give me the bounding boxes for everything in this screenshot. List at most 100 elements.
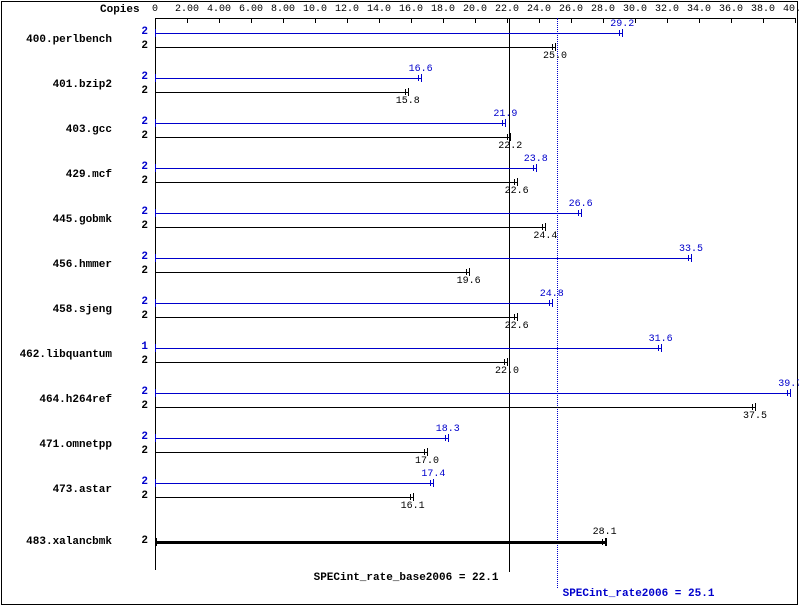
peak-bar (155, 258, 691, 259)
peak-value: 26.6 (569, 199, 593, 210)
tick-mark (731, 18, 732, 23)
base-bar (155, 541, 605, 544)
peak-bar (155, 33, 622, 34)
copies-base: 2 (128, 400, 148, 412)
tick-label: 26.0 (559, 4, 583, 15)
copies-base: 2 (128, 490, 148, 502)
benchmark-label: 429.mcf (2, 169, 112, 181)
base-value: 22.2 (498, 141, 522, 152)
copies-peak: 2 (128, 251, 148, 263)
base-value: 16.1 (401, 501, 425, 512)
peak-value: 23.8 (524, 154, 548, 165)
tick-label: 8.00 (271, 4, 295, 15)
benchmark-label: 462.libquantum (2, 349, 112, 361)
copies-peak: 2 (128, 296, 148, 308)
tick-mark (219, 18, 220, 23)
base-value: 17.0 (415, 456, 439, 467)
copies-base: 2 (128, 85, 148, 97)
tick-label: 36.0 (719, 4, 743, 15)
tick-mark (699, 18, 700, 23)
base-value: 24.4 (533, 231, 557, 242)
peak-vline (557, 18, 558, 588)
tick-mark (667, 18, 668, 23)
copies-peak: 2 (128, 26, 148, 38)
peak-value: 17.4 (421, 469, 445, 480)
copies-base: 2 (128, 220, 148, 232)
copies-base: 2 (128, 535, 148, 547)
tick-label: 22.0 (495, 4, 519, 15)
copies-peak: 1 (128, 341, 148, 353)
tick-mark (251, 18, 252, 23)
peak-value: 18.3 (436, 424, 460, 435)
tick-label: 4.00 (207, 4, 231, 15)
copies-base: 2 (128, 310, 148, 322)
tick-label: 0 (152, 4, 158, 15)
benchmark-label: 473.astar (2, 484, 112, 496)
axis-title: Copies (100, 4, 140, 16)
tick-mark (475, 18, 476, 23)
tick-mark (283, 18, 284, 23)
peak-value: 29.2 (610, 19, 634, 30)
tick-label: 40.0 (783, 4, 799, 15)
base-value: 28.1 (593, 527, 617, 538)
copies-base: 2 (128, 445, 148, 457)
benchmark-label: 401.bzip2 (2, 79, 112, 91)
benchmark-label: 403.gcc (2, 124, 112, 136)
tick-mark (443, 18, 444, 23)
tick-label: 6.00 (239, 4, 263, 15)
copies-base: 2 (128, 130, 148, 142)
base-value: 22.6 (505, 186, 529, 197)
peak-bar (155, 348, 661, 349)
tick-mark (411, 18, 412, 23)
benchmark-label: 400.perlbench (2, 34, 112, 46)
tick-mark (539, 18, 540, 23)
peak-bar (155, 303, 552, 304)
base-bar (155, 362, 507, 363)
peak-bar (155, 123, 505, 124)
tick-label: 10.0 (303, 4, 327, 15)
peak-value: 39.7 (778, 379, 799, 390)
tick-label: 24.0 (527, 4, 551, 15)
peak-value: 24.8 (540, 289, 564, 300)
peak-value: 21.9 (493, 109, 517, 120)
tick-label: 18.0 (431, 4, 455, 15)
tick-mark (187, 18, 188, 23)
base-bar (155, 317, 517, 318)
tick-label: 16.0 (399, 4, 423, 15)
peak-value: 33.5 (679, 244, 703, 255)
peak-bar (155, 393, 790, 394)
base-bar (155, 272, 469, 273)
base-bar (155, 227, 545, 228)
benchmark-label: 483.xalancbmk (2, 536, 112, 548)
tick-label: 2.00 (175, 4, 199, 15)
copies-peak: 2 (128, 71, 148, 83)
base-value: 37.5 (743, 411, 767, 422)
benchmark-label: 445.gobmk (2, 214, 112, 226)
copies-base: 2 (128, 40, 148, 52)
peak-bar (155, 438, 448, 439)
peak-bar (155, 78, 421, 79)
base-bar (155, 137, 510, 138)
summary-base: SPECint_rate_base2006 = 22.1 (314, 572, 499, 584)
base-value: 15.8 (396, 96, 420, 107)
benchmark-label: 456.hmmer (2, 259, 112, 271)
copies-peak: 2 (128, 116, 148, 128)
tick-mark (347, 18, 348, 23)
copies-base: 2 (128, 265, 148, 277)
copies-peak: 2 (128, 161, 148, 173)
tick-mark (795, 18, 796, 23)
base-bar (155, 47, 555, 48)
base-bar (155, 407, 755, 408)
tick-mark (603, 18, 604, 23)
base-vline (509, 18, 510, 572)
benchmark-label: 471.omnetpp (2, 439, 112, 451)
tick-label: 12.0 (335, 4, 359, 15)
peak-bar (155, 168, 536, 169)
base-value: 22.0 (495, 366, 519, 377)
tick-label: 34.0 (687, 4, 711, 15)
tick-mark (635, 18, 636, 23)
copies-peak: 2 (128, 431, 148, 443)
base-bar (155, 182, 517, 183)
base-value: 25.0 (543, 51, 567, 62)
peak-bar (155, 483, 433, 484)
